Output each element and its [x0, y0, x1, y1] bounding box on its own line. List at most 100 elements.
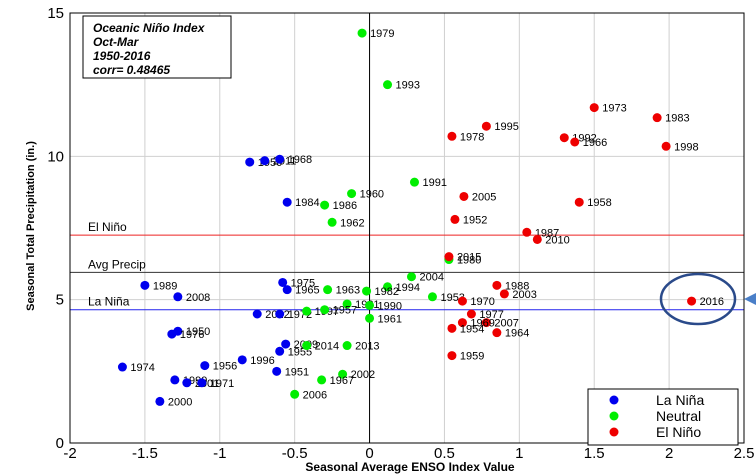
data-point-label: 1967	[330, 375, 354, 387]
data-point-la-nina	[252, 309, 262, 319]
inset-season: Oct-Mar	[93, 35, 140, 49]
data-point-neutral	[320, 200, 330, 210]
x-tick-label: -0.5	[282, 445, 308, 462]
data-point-el-nino	[652, 113, 662, 123]
data-point-label: 1957	[333, 305, 357, 317]
data-point-label: 1963	[336, 285, 360, 297]
data-point-label: 1969	[470, 318, 494, 330]
data-point-neutral	[409, 177, 419, 187]
data-point-label: 1964	[505, 328, 529, 340]
data-point-la-nina	[155, 396, 165, 406]
data-point-label: 1988	[505, 280, 529, 292]
inset-title: Oceanic Niño Index	[93, 21, 206, 35]
data-point-neutral	[327, 217, 337, 227]
reference-lines: El Niño Avg Precip La Niña	[70, 220, 744, 311]
data-point-neutral	[317, 375, 327, 385]
data-point-la-nina	[173, 292, 183, 302]
data-point-label: 1974	[130, 362, 154, 374]
data-point-label: 1966	[583, 137, 607, 149]
data-point-label: 1952	[463, 214, 487, 226]
data-point-la-nina	[282, 285, 292, 295]
data-point-label: 1961	[378, 313, 402, 325]
data-point-el-nino	[532, 234, 542, 244]
data-point-label: 1971	[210, 378, 234, 390]
y-tick-label: 10	[47, 148, 64, 165]
data-point-label: 2010	[545, 234, 569, 246]
y-tick-label: 0	[56, 435, 64, 452]
data-point-label: 1968	[288, 154, 312, 166]
plot-frame	[69, 12, 745, 444]
data-point-la-nina	[281, 339, 291, 349]
data-point-neutral	[290, 389, 300, 399]
data-point-el-nino	[687, 296, 697, 306]
x-axis-label: Seasonal Average ENSO Index Value	[305, 460, 515, 474]
data-point-el-nino	[447, 323, 457, 333]
data-point-neutral	[302, 341, 312, 351]
data-point-label: 1951	[285, 366, 309, 378]
legend: La Niña Neutral El Niño	[587, 388, 739, 446]
x-tick-label: 0.5	[434, 445, 455, 462]
data-point-label: 1970	[470, 296, 494, 308]
data-point-neutral	[406, 272, 416, 282]
data-point-neutral	[362, 286, 372, 296]
inset-box: Oceanic Niño Index Oct-Mar 1950-2016 cor…	[82, 15, 232, 79]
data-point-el-nino	[447, 131, 457, 141]
data-point-label: 1954	[460, 323, 484, 335]
data-point-neutral	[342, 299, 352, 309]
data-point-el-nino	[570, 137, 580, 147]
data-point-la-nina	[275, 346, 285, 356]
data-point-label: 1980	[457, 255, 481, 267]
inset-correlation: corr= 0.48465	[93, 63, 170, 77]
x-tick-label: 1	[515, 445, 523, 462]
data-point-el-nino	[447, 351, 457, 361]
data-point-neutral	[302, 306, 312, 316]
data-point-label: 1998	[674, 141, 698, 153]
data-point-label: 1982	[375, 286, 399, 298]
data-point-neutral	[347, 189, 357, 199]
data-point-label: 2013	[355, 341, 379, 353]
data-point-el-nino	[457, 296, 467, 306]
data-point-label: 1979	[370, 28, 394, 40]
legend-label-la-nina: La Niña	[656, 392, 704, 408]
x-tick-label: 0	[365, 445, 373, 462]
data-point-label: 1984	[295, 197, 319, 209]
data-point-label: 2015	[457, 252, 481, 264]
data-point-el-nino	[481, 121, 491, 131]
data-point-la-nina	[117, 362, 127, 372]
data-point-neutral	[338, 369, 348, 379]
data-point-label: 1950	[186, 326, 210, 338]
data-point-neutral	[365, 300, 375, 310]
data-point-label: 1973	[602, 103, 626, 115]
data-point-label: 2000	[168, 396, 192, 408]
data-point-el-nino	[492, 280, 502, 290]
data-point-el-nino	[661, 141, 671, 151]
data-point-neutral	[320, 305, 330, 315]
data-point-neutral	[357, 28, 367, 38]
data-point-label: 1956	[213, 361, 237, 373]
data-point-label: 2014	[315, 341, 339, 353]
legend-label-el-nino: El Niño	[656, 424, 701, 440]
data-point-label: 1986	[333, 200, 357, 212]
data-point-la-nina	[282, 197, 292, 207]
y-tick-label: 5	[56, 292, 64, 309]
data-point-label: 1995	[494, 121, 518, 133]
data-point-label: 2007	[494, 318, 518, 330]
data-point-el-nino	[499, 289, 509, 299]
reference-line-label: La Niña	[88, 295, 130, 309]
x-tick-label: 2	[665, 445, 673, 462]
data-point-label: 1990	[378, 300, 402, 312]
plot-area-border	[69, 12, 745, 444]
data-point-la-nina	[237, 355, 247, 365]
reference-line-label: El Niño	[88, 220, 127, 234]
legend-marker-la-nina	[609, 395, 619, 405]
tick-labels: -2 -1.5 -1 -0.5 0 0.5 1 1.5 2 2.5 0 5 10 15	[47, 5, 754, 462]
x-tick-label: -2	[63, 445, 76, 462]
data-point-label: 1996	[250, 355, 274, 367]
data-point-neutral	[342, 341, 352, 351]
data-point-neutral	[323, 285, 333, 295]
data-point-neutral	[383, 80, 393, 90]
data-point-label: 1989	[153, 280, 177, 292]
data-point-label: 1965	[295, 285, 319, 297]
data-point-el-nino	[457, 318, 467, 328]
